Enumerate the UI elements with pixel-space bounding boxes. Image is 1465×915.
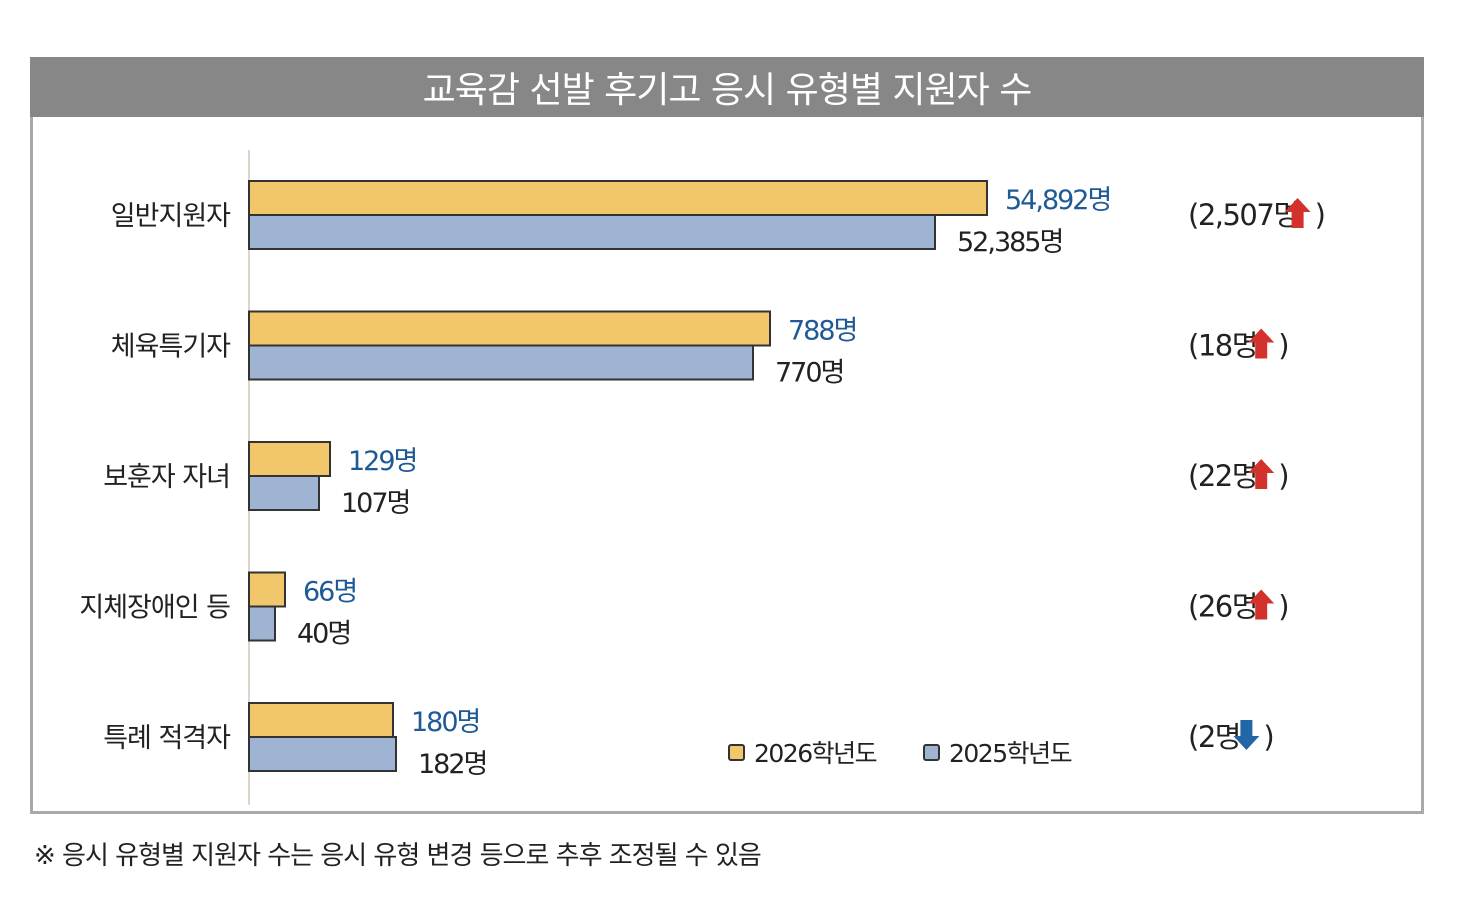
change-label: (22명: [1188, 459, 1257, 493]
arrow-up-icon: [1248, 589, 1275, 620]
data-label: 182명: [418, 749, 486, 780]
data-label: 66명: [303, 577, 356, 608]
bar-2026: [248, 702, 394, 738]
legend-label: 2025학년도: [949, 739, 1072, 768]
data-label: 129명: [348, 446, 416, 477]
bar-2025: [248, 214, 936, 250]
change-label: (18명: [1188, 329, 1257, 363]
bar-2025: [248, 605, 276, 642]
change-label: (2,507명: [1188, 198, 1299, 232]
data-label: 52,385명: [957, 227, 1062, 258]
category-label: 지체장애인 등: [79, 593, 230, 624]
legend-swatch: [923, 744, 940, 761]
bar-2025: [248, 475, 320, 511]
data-label: 180명: [411, 707, 479, 738]
footnote: ※ 응시 유형별 지원자 수는 응시 유형 변경 등으로 추후 조정될 수 있음: [34, 841, 762, 871]
change-close-paren: ): [1278, 459, 1289, 493]
arrow-up-icon: [1284, 198, 1311, 228]
arrow-up-icon: [1248, 328, 1275, 359]
change-close-paren: ): [1315, 198, 1326, 232]
arrow-down-icon: [1233, 720, 1260, 750]
arrow-up-icon: [1248, 459, 1275, 489]
change-label: (26명: [1188, 590, 1257, 624]
legend-swatch: [728, 744, 745, 761]
data-label: 54,892명: [1005, 185, 1110, 216]
bar-2026: [248, 571, 286, 608]
bar-2025: [248, 736, 397, 772]
change-close-paren: ): [1278, 329, 1289, 363]
chart-title: 교육감 선발 후기고 응시 유형별 지원자 수: [30, 57, 1424, 117]
bar-2025: [248, 344, 754, 381]
category-label: 특례 적격자: [103, 723, 231, 754]
category-label: 보훈자 자녀: [103, 462, 230, 493]
category-label: 체육특기자: [111, 332, 231, 363]
legend-label: 2026학년도: [754, 739, 877, 768]
bar-2026: [248, 441, 331, 477]
bar-2026: [248, 180, 988, 216]
data-label: 770명: [775, 358, 843, 389]
change-label: (2명: [1188, 720, 1240, 754]
change-close-paren: ): [1278, 590, 1289, 624]
change-close-paren: ): [1263, 720, 1274, 754]
data-label: 107명: [341, 488, 409, 519]
category-label: 일반지원자: [111, 201, 231, 232]
data-label: 788명: [788, 316, 856, 347]
bar-2026: [248, 310, 771, 347]
data-label: 40명: [297, 619, 350, 650]
